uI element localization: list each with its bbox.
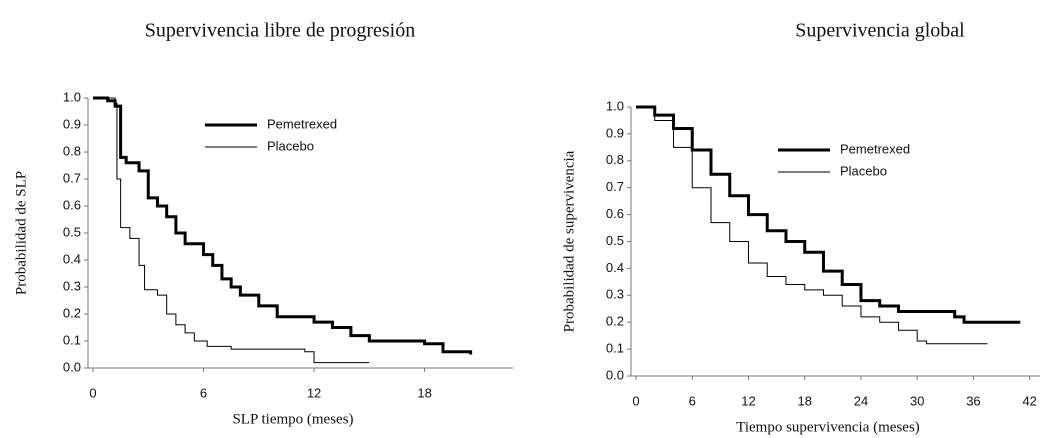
y-tick-label: 0.2 (606, 314, 624, 329)
x-tick-label: 12 (307, 385, 321, 400)
legend-label: Pemetrexed (267, 116, 337, 131)
x-axis-label: SLP tiempo (meses) (232, 411, 353, 427)
x-tick-label: 18 (417, 385, 431, 400)
y-tick-label: 0.8 (606, 152, 624, 167)
x-tick-label: 6 (689, 393, 696, 408)
y-tick-label: 1.0 (606, 98, 624, 113)
x-tick-label: 0 (632, 393, 639, 408)
x-tick-label: 0 (89, 385, 96, 400)
x-tick-label: 18 (797, 393, 811, 408)
y-axis-label: Probabilidad de SLP (13, 171, 29, 295)
y-tick-label: 0.6 (606, 206, 624, 221)
y-tick-label: 0.6 (63, 197, 81, 212)
y-tick-label: 0.4 (63, 251, 81, 266)
legend-label: Pemetrexed (840, 141, 910, 156)
x-axis-label: Tiempo supervivencia (meses) (736, 419, 920, 435)
x-tick-label: 36 (966, 393, 980, 408)
y-axis-label: Probabilidad de supervivencia (561, 150, 577, 332)
x-tick-label: 42 (1022, 393, 1036, 408)
y-tick-label: 0.5 (606, 233, 624, 248)
y-tick-label: 0.7 (606, 179, 624, 194)
km-curve (636, 106, 988, 345)
km-curve (93, 97, 370, 364)
y-tick-label: 1.0 (63, 89, 81, 104)
x-tick-label: 30 (910, 393, 924, 408)
y-tick-label: 0.3 (63, 278, 81, 293)
legend-label: Placebo (267, 138, 314, 153)
y-tick-label: 0.2 (63, 305, 81, 320)
chart-title: Supervivencia libre de progresión (145, 20, 415, 42)
x-tick-label: 12 (741, 393, 755, 408)
y-tick-label: 0.3 (606, 287, 624, 302)
y-tick-label: 0.7 (63, 170, 81, 185)
y-tick-label: 0.4 (606, 260, 624, 275)
legend-label: Placebo (840, 163, 887, 178)
km-curve (93, 96, 473, 355)
chart-title: Supervivencia global (795, 20, 965, 42)
y-tick-label: 0.9 (606, 125, 624, 140)
y-tick-label: 0.0 (606, 367, 624, 382)
y-tick-label: 0.0 (63, 359, 81, 374)
y-tick-label: 0.8 (63, 143, 81, 158)
km-curve (636, 105, 1021, 324)
y-tick-label: 0.1 (63, 332, 81, 347)
y-tick-label: 0.9 (63, 116, 81, 131)
y-tick-label: 0.1 (606, 341, 624, 356)
y-tick-label: 0.5 (63, 224, 81, 239)
x-tick-label: 6 (200, 385, 207, 400)
x-tick-label: 24 (854, 393, 868, 408)
